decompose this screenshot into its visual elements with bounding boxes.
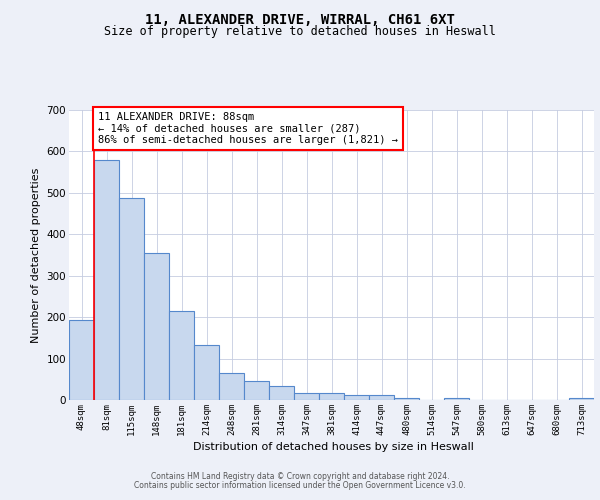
Text: Contains HM Land Registry data © Crown copyright and database right 2024.: Contains HM Land Registry data © Crown c… xyxy=(151,472,449,481)
Text: 11, ALEXANDER DRIVE, WIRRAL, CH61 6XT: 11, ALEXANDER DRIVE, WIRRAL, CH61 6XT xyxy=(145,12,455,26)
Bar xyxy=(144,252,169,400)
Bar xyxy=(294,393,319,400)
Bar xyxy=(194,345,219,400)
Bar xyxy=(319,393,344,400)
Text: 11 ALEXANDER DRIVE: 88sqm
← 14% of detached houses are smaller (287)
86% of semi: 11 ALEXANDER DRIVE: 88sqm ← 14% of detac… xyxy=(98,112,398,146)
Bar xyxy=(69,320,94,400)
Bar xyxy=(119,198,144,400)
Bar xyxy=(344,396,369,400)
Text: Contains public sector information licensed under the Open Government Licence v3: Contains public sector information licen… xyxy=(134,481,466,490)
Bar xyxy=(569,398,594,400)
Bar xyxy=(244,380,269,400)
Bar xyxy=(444,398,469,400)
Bar xyxy=(269,386,294,400)
Bar xyxy=(219,374,244,400)
Bar xyxy=(169,310,194,400)
Y-axis label: Number of detached properties: Number of detached properties xyxy=(31,168,41,342)
Text: Size of property relative to detached houses in Heswall: Size of property relative to detached ho… xyxy=(104,25,496,38)
Bar xyxy=(394,398,419,400)
Text: Distribution of detached houses by size in Heswall: Distribution of detached houses by size … xyxy=(193,442,473,452)
Bar xyxy=(369,396,394,400)
Bar xyxy=(94,160,119,400)
